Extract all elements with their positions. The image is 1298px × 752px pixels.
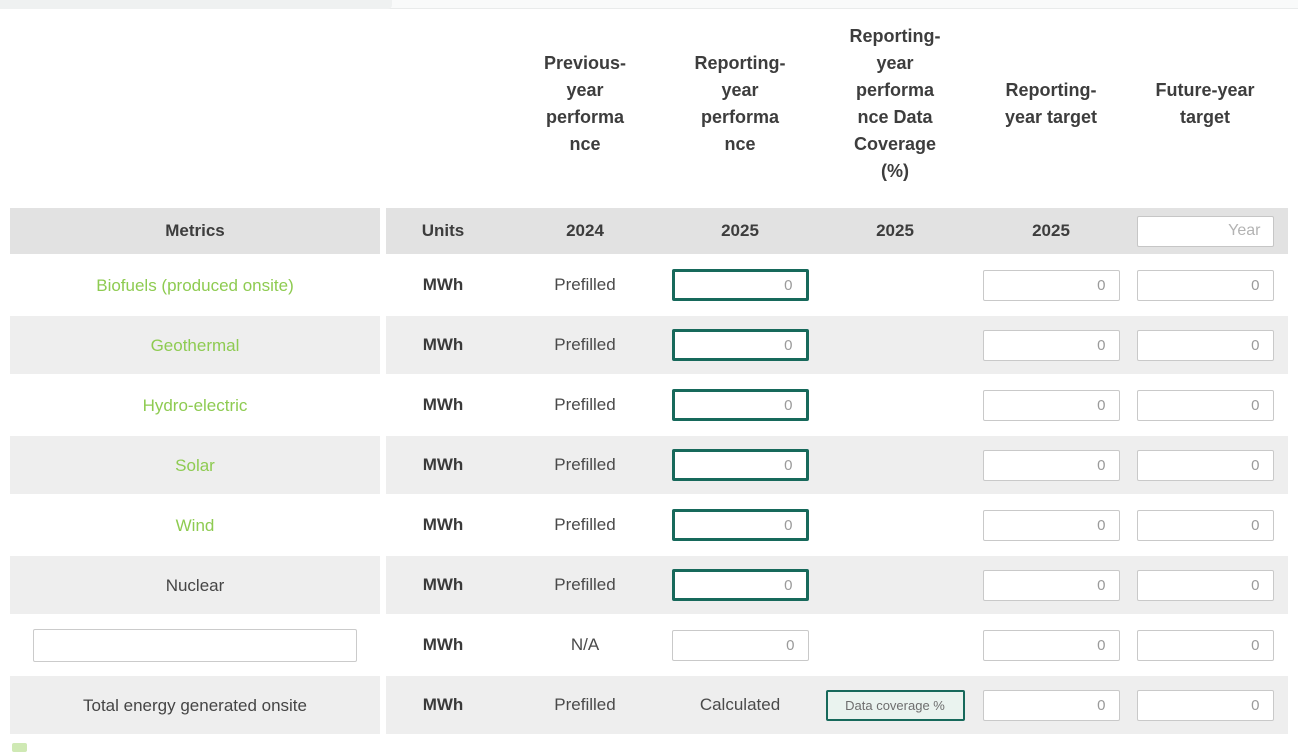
metric-label-biofuels: Biofuels (produced onsite): [96, 275, 294, 295]
reporting-performance-input[interactable]: [671, 569, 809, 601]
group-header-spacer-units: [386, 16, 500, 192]
units-value: MWh: [422, 395, 464, 414]
reporting-performance-input[interactable]: [671, 509, 809, 541]
table-row-hydro-electric: Hydro-electric MWh Prefilled: [10, 376, 1288, 434]
metric-label-solar: Solar: [175, 455, 215, 475]
previous-year-value: Prefilled: [554, 575, 616, 594]
metric-label-hydro-electric: Hydro-electric: [142, 395, 248, 415]
future-target-input[interactable]: [1136, 269, 1274, 301]
table-row-custom-metric: MWh N/A: [10, 616, 1288, 674]
header-metrics: Metrics: [165, 221, 225, 240]
coverage-cell-empty: [810, 256, 980, 314]
reporting-performance-input[interactable]: [671, 389, 809, 421]
header-year-2024: 2024: [566, 221, 604, 240]
column-header-reporting-year-target: Reporting- year target: [1004, 80, 1098, 127]
future-target-input[interactable]: [1136, 569, 1274, 601]
header-year-2025-coverage: 2025: [876, 221, 914, 240]
units-value: MWh: [422, 635, 464, 654]
reporting-target-input[interactable]: [982, 449, 1120, 481]
column-header-previous-year-performance: Previous- year performa nce: [543, 53, 627, 154]
table-row-wind: Wind MWh Prefilled: [10, 496, 1288, 554]
units-value: MWh: [422, 575, 464, 594]
metric-label-wind: Wind: [175, 515, 215, 535]
column-header-reporting-year-data-coverage: Reporting- year performa nce Data Covera…: [849, 26, 941, 181]
reporting-target-input[interactable]: [982, 389, 1120, 421]
metric-label-geothermal: Geothermal: [150, 335, 240, 355]
reporting-target-input[interactable]: [982, 509, 1120, 541]
previous-year-value: N/A: [570, 635, 600, 654]
table-row-solar: Solar MWh Prefilled: [10, 436, 1288, 494]
reporting-target-input[interactable]: [982, 569, 1120, 601]
table-group-header: Previous- year performa nce Reporting- y…: [10, 16, 1288, 192]
future-target-input[interactable]: [1136, 389, 1274, 421]
future-target-input[interactable]: [1136, 629, 1274, 661]
reporting-performance-input[interactable]: [671, 629, 809, 661]
header-year-2025-performance: 2025: [721, 221, 759, 240]
future-target-input[interactable]: [1136, 329, 1274, 361]
coverage-cell-empty: [810, 316, 980, 374]
header-units: Units: [421, 221, 465, 240]
table-row-biofuels: Biofuels (produced onsite) MWh Prefilled: [10, 256, 1288, 314]
units-value: MWh: [422, 695, 464, 714]
table-row-geothermal: Geothermal MWh Prefilled: [10, 316, 1288, 374]
reporting-target-input[interactable]: [982, 689, 1120, 721]
coverage-cell-empty: [810, 556, 980, 614]
previous-year-value: Prefilled: [554, 695, 616, 714]
future-target-input[interactable]: [1136, 689, 1274, 721]
table-row-total-energy: Total energy generated onsite MWh Prefil…: [10, 676, 1288, 734]
units-value: MWh: [422, 515, 464, 534]
previous-year-value: Prefilled: [554, 515, 616, 534]
custom-metric-name-input[interactable]: [33, 628, 357, 662]
future-target-input[interactable]: [1136, 509, 1274, 541]
cutoff-element-bottom: [12, 743, 27, 752]
table-body: Biofuels (produced onsite) MWh Prefilled…: [10, 256, 1288, 736]
metric-label-nuclear: Nuclear: [165, 575, 225, 595]
units-value: MWh: [422, 335, 464, 354]
reporting-target-input[interactable]: [982, 269, 1120, 301]
header-year-2025-target: 2025: [1032, 221, 1070, 240]
calculated-value: Calculated: [699, 695, 781, 714]
reporting-performance-input[interactable]: [671, 269, 809, 301]
column-header-reporting-year-performance: Reporting- year performa nce: [694, 53, 786, 154]
coverage-cell-empty: [810, 496, 980, 554]
cutoff-element-top: [0, 0, 1298, 9]
metric-label-total-energy: Total energy generated onsite: [83, 695, 307, 715]
column-header-future-year-target: Future-year target: [1155, 80, 1255, 127]
table-row-nuclear: Nuclear MWh Prefilled: [10, 556, 1288, 614]
coverage-cell-empty: [810, 376, 980, 434]
units-value: MWh: [422, 455, 464, 474]
units-value: MWh: [422, 275, 464, 294]
reporting-performance-input[interactable]: [671, 449, 809, 481]
data-coverage-button[interactable]: Data coverage %: [825, 689, 965, 721]
reporting-target-input[interactable]: [982, 329, 1120, 361]
future-target-input[interactable]: [1136, 449, 1274, 481]
previous-year-value: Prefilled: [554, 275, 616, 294]
coverage-cell-empty: [810, 436, 980, 494]
future-year-input[interactable]: [1136, 215, 1274, 247]
reporting-performance-input[interactable]: [671, 329, 809, 361]
previous-year-value: Prefilled: [554, 455, 616, 474]
reporting-target-input[interactable]: [982, 629, 1120, 661]
previous-year-value: Prefilled: [554, 395, 616, 414]
group-header-spacer-metrics: [10, 16, 380, 192]
previous-year-value: Prefilled: [554, 335, 616, 354]
table-header-row: Metrics Units 2024 2025 2025 2025: [10, 208, 1288, 254]
cutoff-element-top-segment: [0, 0, 392, 9]
coverage-cell-empty: [810, 616, 980, 674]
